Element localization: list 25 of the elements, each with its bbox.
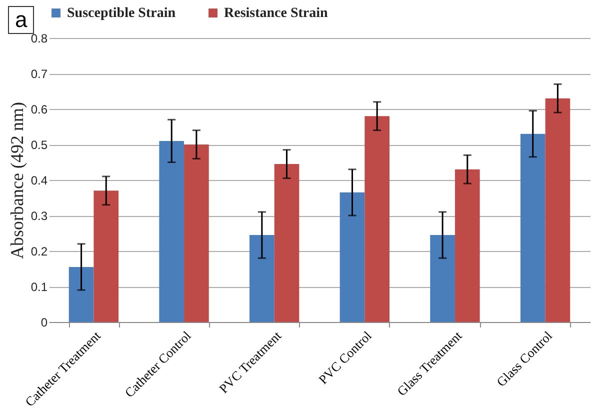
y-tick-label: 0.7 [30,67,48,81]
y-tick-label: 0 [40,316,48,330]
bar [94,190,119,322]
y-tick-label: 0.2 [30,244,48,258]
bar [520,134,546,322]
y-tick-label: 0.8 [30,32,48,46]
bar [68,266,94,322]
bar [430,235,455,322]
legend-label: Susceptible Strain [67,6,176,21]
bar [274,164,300,322]
y-tick-label: 0.5 [30,138,48,152]
bar [184,144,209,322]
y-tick-label: 0.1 [30,280,48,294]
bar [364,116,390,322]
legend-label: Resistance Strain [224,6,328,21]
y-axis-title: Absorbance (492 nm) [6,102,27,259]
bar [340,192,365,322]
bar [250,235,274,322]
bar [454,169,480,322]
y-tick-label: 0.4 [30,174,48,188]
text: a [15,7,28,32]
y-tick-label: 0.6 [30,102,48,116]
y-tick-label: 0.3 [30,209,48,223]
bar [159,140,184,322]
bar [545,98,570,322]
